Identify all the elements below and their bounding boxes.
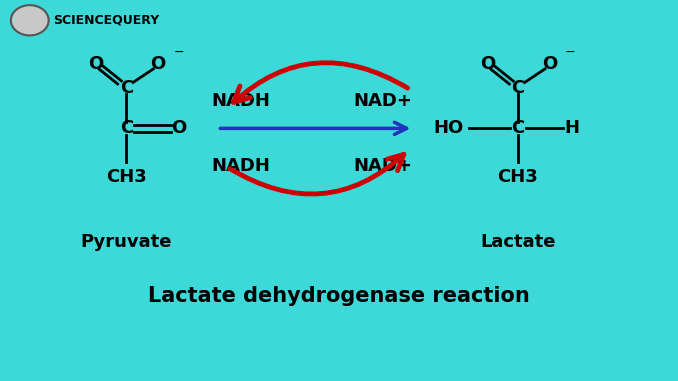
Text: $^{-}$: $^{-}$ xyxy=(564,48,576,66)
Text: H: H xyxy=(565,119,580,138)
Text: CH3: CH3 xyxy=(498,168,538,186)
Text: C: C xyxy=(120,79,133,97)
Text: C: C xyxy=(511,119,525,138)
Text: NADH: NADH xyxy=(212,157,271,175)
Text: SCIENCEQUERY: SCIENCEQUERY xyxy=(54,14,159,27)
Text: C: C xyxy=(120,119,133,138)
Text: C: C xyxy=(511,79,525,97)
Text: Lactate dehydrogenase reaction: Lactate dehydrogenase reaction xyxy=(148,286,530,306)
Circle shape xyxy=(11,5,49,35)
Text: NAD+: NAD+ xyxy=(353,157,412,175)
Text: CH3: CH3 xyxy=(106,168,146,186)
Text: O: O xyxy=(171,119,186,138)
Text: O: O xyxy=(151,54,165,72)
Text: Pyruvate: Pyruvate xyxy=(81,233,172,251)
Text: O: O xyxy=(88,54,104,72)
Text: Lactate: Lactate xyxy=(480,233,556,251)
Text: O: O xyxy=(480,54,495,72)
Text: HO: HO xyxy=(433,119,464,138)
Text: $^{-}$: $^{-}$ xyxy=(173,48,184,66)
Text: NADH: NADH xyxy=(212,92,271,110)
Text: O: O xyxy=(542,54,557,72)
Text: NAD+: NAD+ xyxy=(353,92,412,110)
